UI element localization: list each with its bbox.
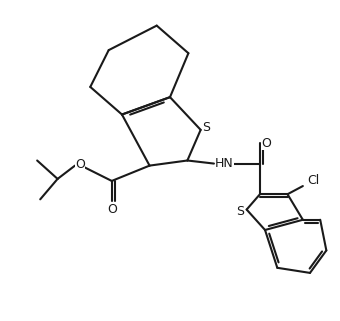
Text: O: O	[75, 158, 85, 171]
Text: Cl: Cl	[307, 174, 319, 187]
Text: O: O	[107, 203, 117, 216]
Text: O: O	[261, 137, 271, 150]
Text: S: S	[202, 121, 210, 134]
Text: S: S	[237, 205, 244, 218]
Text: HN: HN	[215, 157, 234, 170]
